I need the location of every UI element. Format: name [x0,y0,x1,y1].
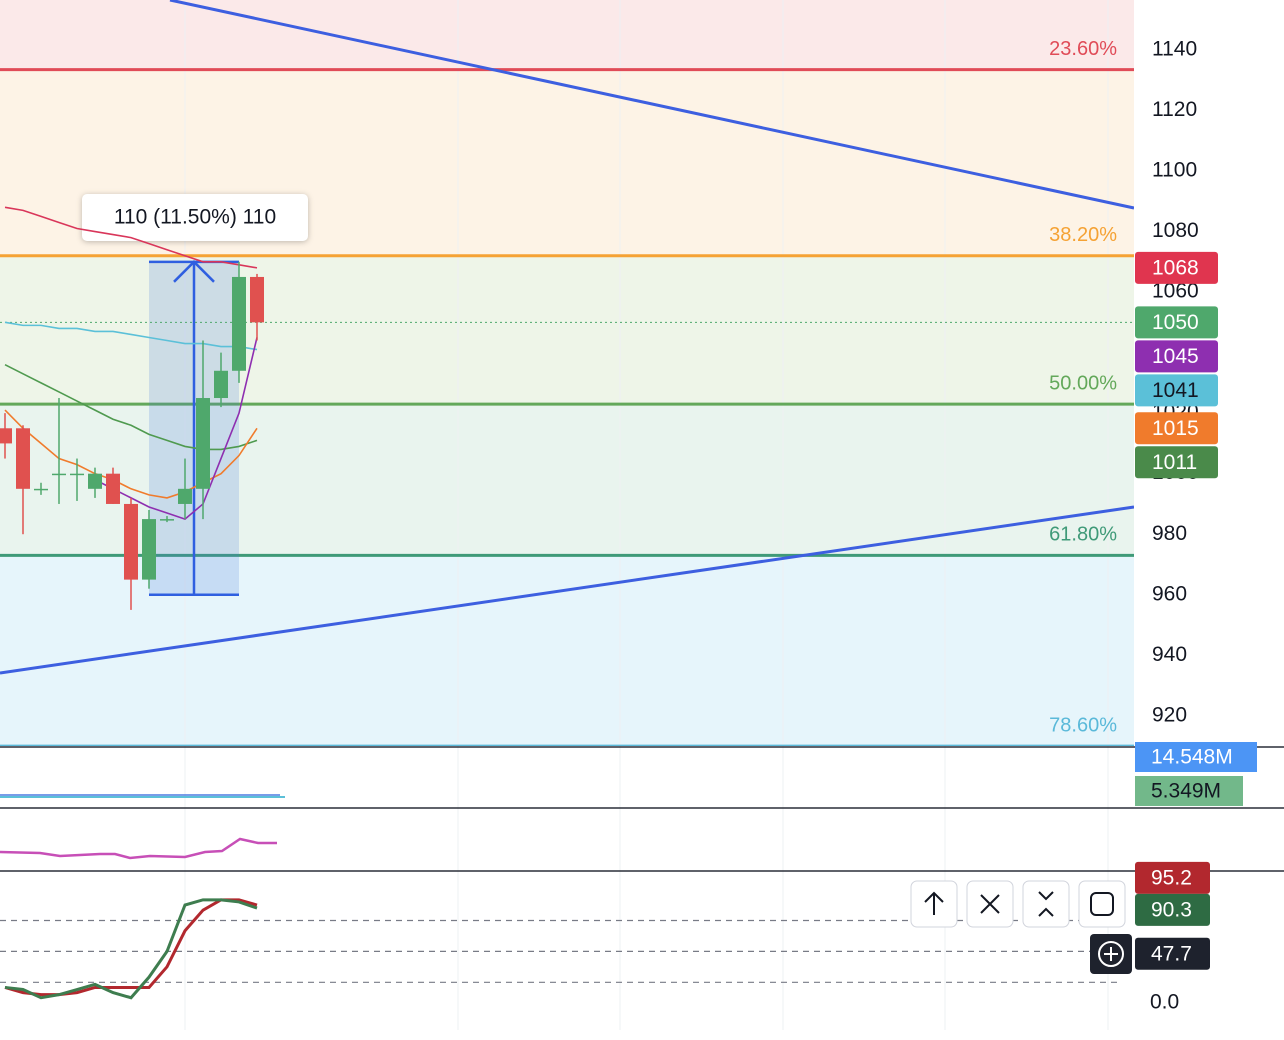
toolbar [910,880,1132,974]
pane-separators [0,746,1284,872]
candle-body [106,473,120,504]
candle-body [142,519,156,580]
fib-lines: 23.60% 38.20% 50.00% 61.80% 78.60% [0,38,1134,746]
fib-level-label: 61.80% [1049,524,1117,546]
stoch-badge [1135,861,1210,894]
trend-line [169,0,1135,210]
y-tick-label: 960 [1152,582,1187,605]
price-badge-label: 1045 [1152,345,1199,368]
candle-body [250,276,264,323]
stoch-badge [1135,893,1210,926]
price-badge [1135,374,1218,407]
volume-badge [1135,776,1243,806]
collapse-button[interactable] [1022,880,1070,928]
candle-body [160,519,174,521]
price-badge-label: 1011 [1152,451,1197,474]
volume-lines [0,794,285,798]
marks [0,206,1134,1000]
stoch-line [4,898,258,1000]
volume-badge-label: 14.548M [1151,746,1233,769]
volume-badge-label: 5.349M [1151,780,1221,803]
candle-body [124,503,138,580]
y-tick-label: 980 [1152,522,1187,545]
candle-body [52,473,66,476]
candle-body [0,428,12,444]
measure-tool: 110 (11.50%) 110 [82,194,308,597]
price-badge [1135,306,1218,339]
fib-level-label: 38.20% [1049,224,1117,246]
fib-level-label: 78.60% [1049,714,1117,736]
price-badge-label: 1041 [1152,379,1199,402]
measure-label-box [82,194,308,241]
candle-body [232,276,246,371]
y-tick-label: 1080 [1152,219,1199,242]
candle-body [88,473,102,489]
candle-body [178,488,192,504]
moving-average [4,321,258,351]
fib-level-label: 23.60% [1049,38,1117,60]
y-tick-label: 1140 [1152,37,1197,60]
price-badge [1135,412,1218,445]
moving-average [4,206,258,269]
volume-badge [1135,742,1257,772]
close-button[interactable] [966,880,1014,928]
fib-zone [0,0,1134,70]
move-up-button[interactable] [910,880,958,928]
stoch-tick-label: 0.0 [1150,990,1179,1013]
price-badge-label: 1050 [1152,311,1199,334]
moving-average [4,364,258,451]
stoch-badge-label: 47.7 [1151,942,1192,965]
stoch-badge [1135,937,1210,970]
price-axis: 9209409609801000102010601080110011201140… [1134,0,1284,1013]
trend-lines [0,0,1135,675]
price-badge [1135,340,1218,373]
oscillator-line [0,837,277,860]
price-badge [1135,446,1218,479]
moving-average [94,337,258,520]
candle-body [214,370,228,399]
stoch-line [4,898,258,997]
price-badge [1135,251,1218,284]
trend-line [0,505,1135,675]
candle-body [196,398,210,489]
stoch-badge-label: 95.2 [1151,866,1192,889]
axis-background [1134,0,1284,746]
moving-average [4,409,258,499]
candle-body [34,488,48,491]
fib-level-label: 50.00% [1049,372,1117,394]
y-tick-label: 1060 [1152,280,1199,303]
y-tick-label: 1120 [1152,98,1197,121]
candle-body [70,473,84,476]
candle-body [16,428,30,489]
maximize-button[interactable] [1078,880,1126,928]
y-tick-label: 940 [1152,643,1187,666]
price-badge-label: 1068 [1152,256,1199,279]
measure-label: 110 (11.50%) 110 [114,206,276,229]
stoch-badge-label: 90.3 [1151,898,1192,921]
y-tick-label: 920 [1152,703,1187,726]
add-button[interactable] [1090,934,1132,974]
y-tick-label: 1100 [1152,159,1197,182]
price-badge-label: 1015 [1152,417,1199,440]
